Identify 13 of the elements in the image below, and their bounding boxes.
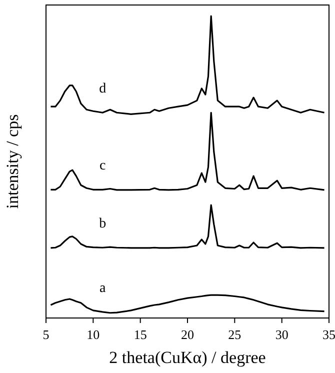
series-label: b: [99, 216, 106, 232]
x-tick-label: 15: [134, 327, 147, 342]
y-axis-title: intensity / cps: [3, 114, 22, 209]
x-tick-label: 30: [275, 327, 288, 342]
x-tick-label: 25: [228, 327, 242, 342]
series-label: c: [99, 158, 106, 174]
x-tick-label: 35: [322, 327, 335, 342]
series-label: d: [99, 82, 106, 97]
x-axis-title: 2 theta(CuKα) / degree: [109, 348, 266, 367]
x-tick-label: 10: [86, 327, 100, 342]
series-label: a: [99, 280, 106, 296]
x-tick-label: 20: [181, 327, 194, 342]
x-tick-label: 5: [42, 327, 50, 342]
